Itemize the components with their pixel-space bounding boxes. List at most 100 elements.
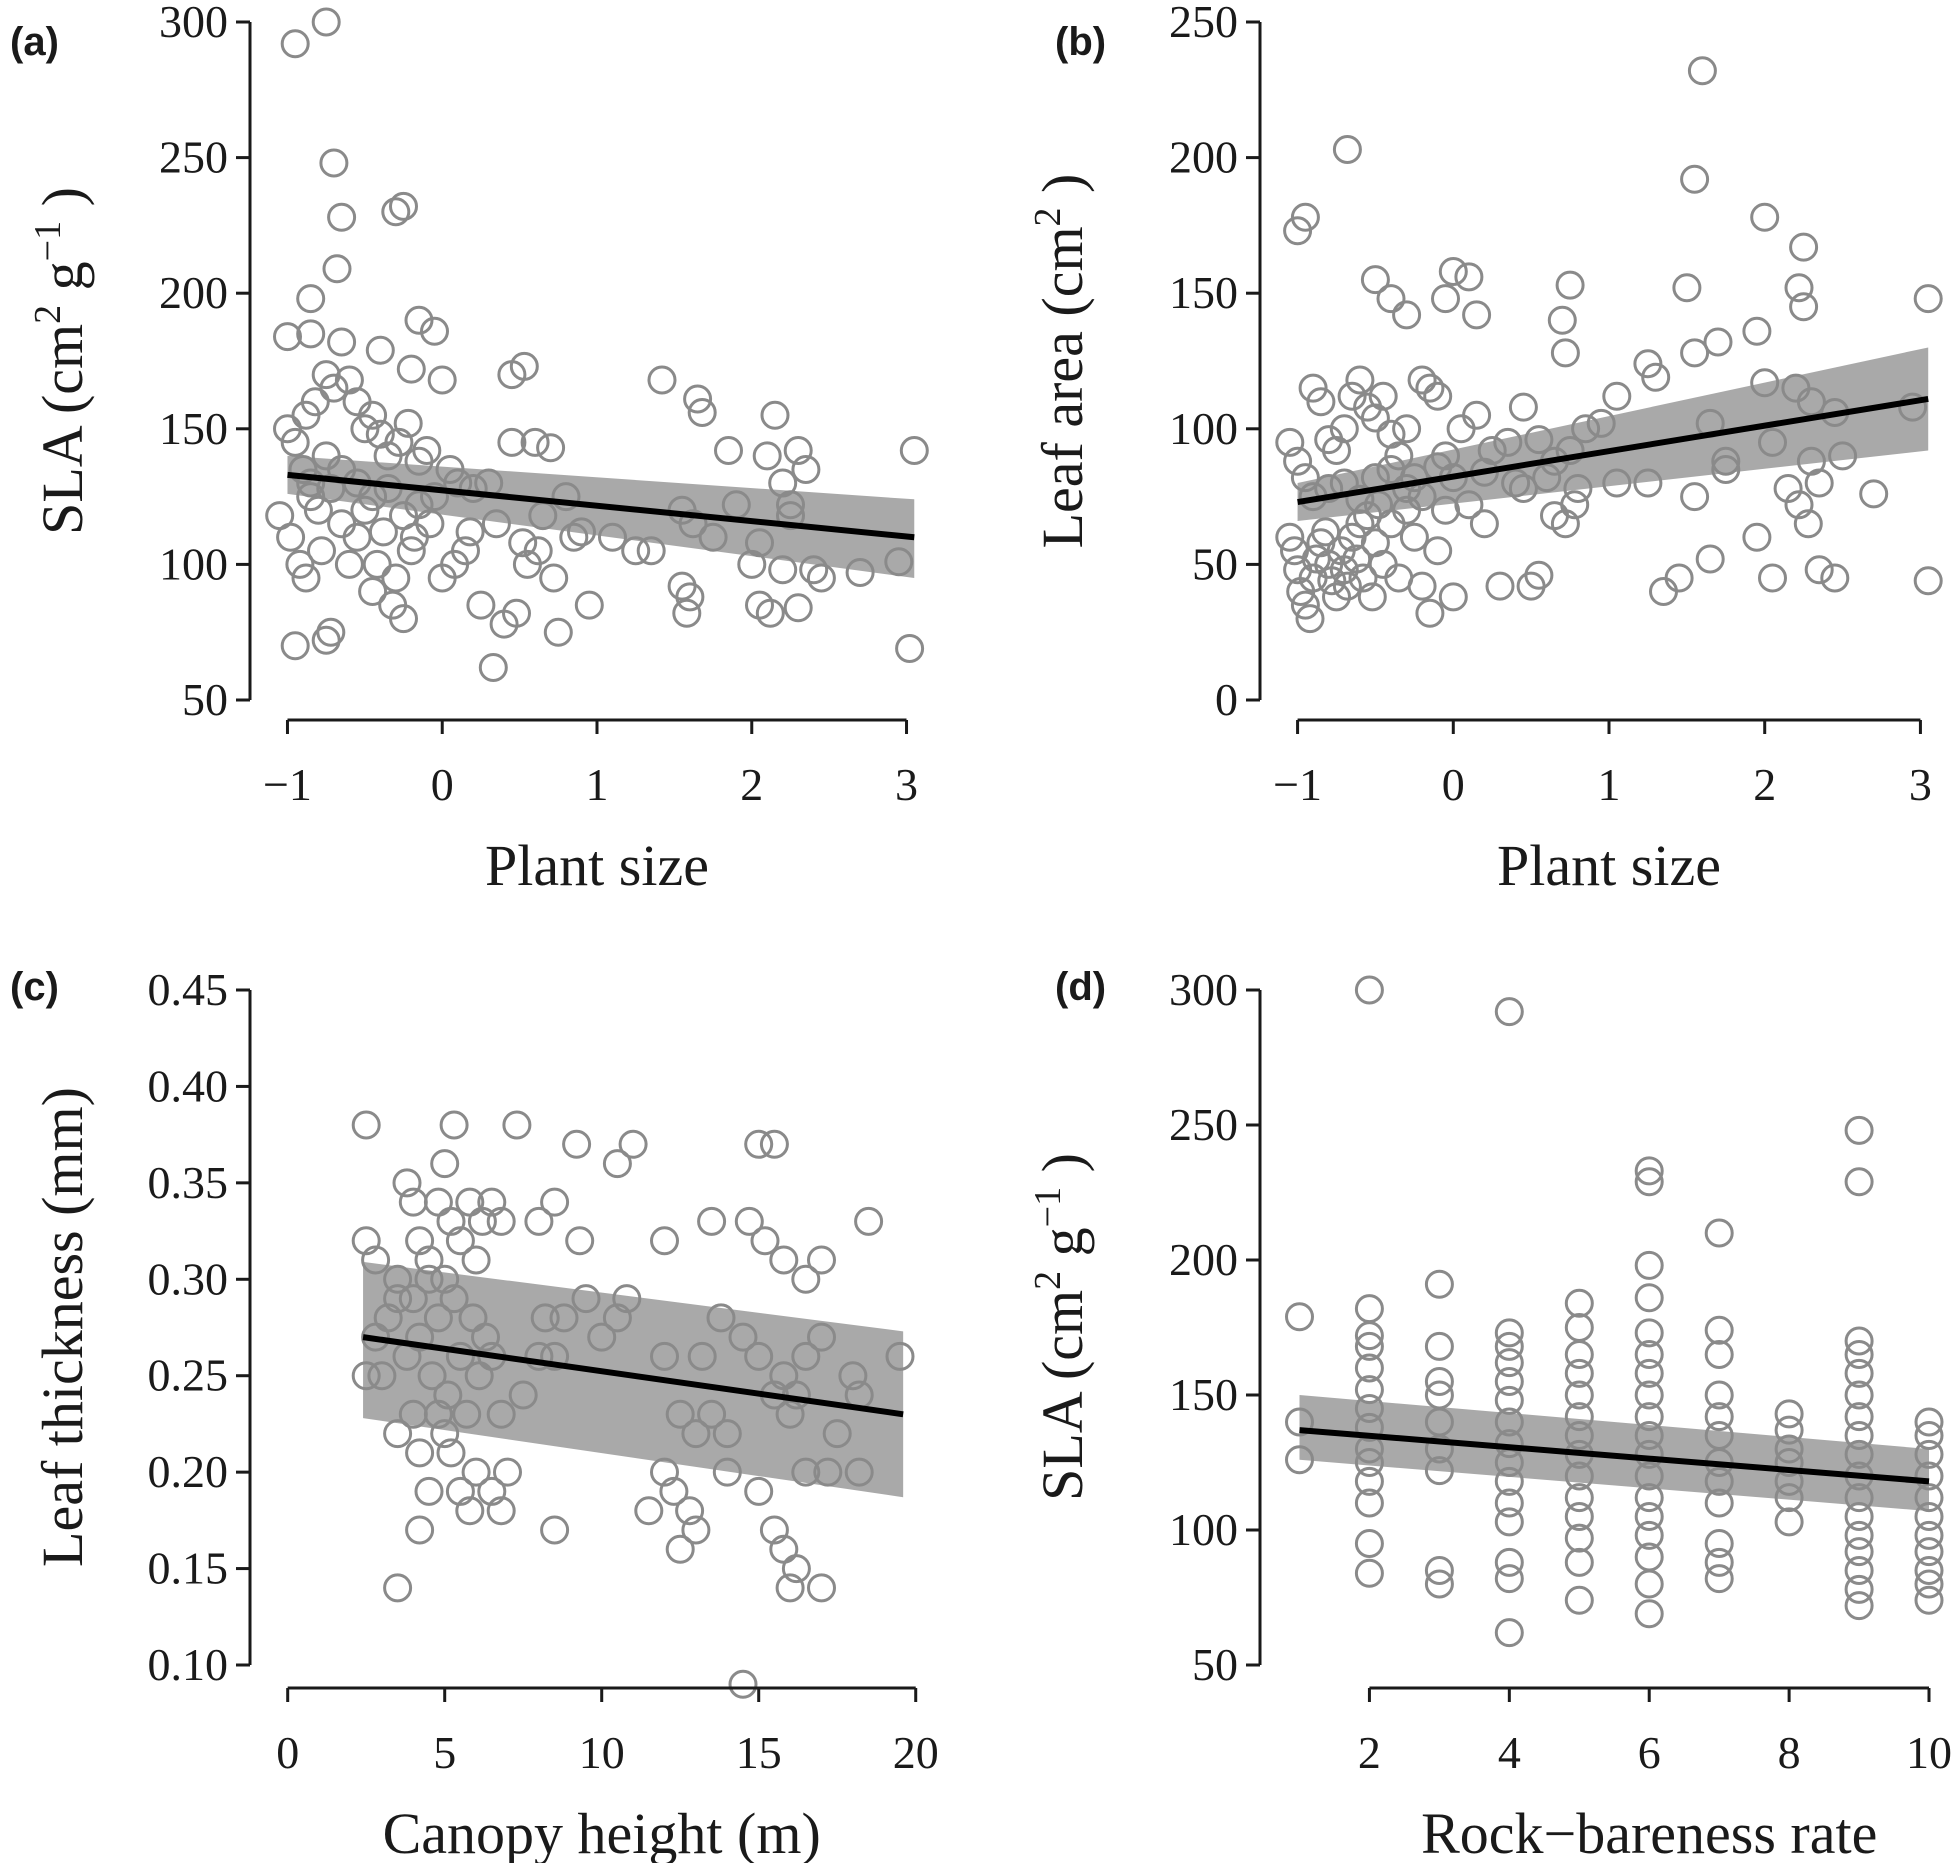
y-tick-label: 50 xyxy=(182,674,228,725)
data-point xyxy=(1564,1421,1594,1450)
data-point xyxy=(1345,484,1375,514)
data-point xyxy=(486,1399,516,1429)
data-point xyxy=(665,1534,695,1564)
data-point xyxy=(365,335,395,365)
data-point xyxy=(392,1168,422,1198)
data-point xyxy=(899,436,929,465)
data-point xyxy=(1820,563,1850,593)
data-point xyxy=(1564,1402,1594,1432)
data-point xyxy=(1275,522,1305,552)
y-tick-label: 50 xyxy=(1192,538,1238,589)
data-point xyxy=(1354,1321,1384,1351)
data-point xyxy=(1844,1537,1874,1567)
data-point xyxy=(687,1341,717,1371)
data-point xyxy=(1774,1507,1804,1537)
data-point xyxy=(885,1341,915,1371)
data-point xyxy=(1285,1302,1314,1332)
data-point xyxy=(1501,468,1531,498)
data-point xyxy=(559,522,589,552)
x-tick-label: 20 xyxy=(893,1727,939,1778)
data-point xyxy=(1555,270,1585,300)
data-point xyxy=(502,1110,532,1140)
data-point xyxy=(1399,522,1429,552)
data-point xyxy=(1586,408,1616,438)
data-point xyxy=(1311,517,1341,547)
data-point xyxy=(508,528,538,558)
data-point xyxy=(1494,1385,1524,1415)
data-point xyxy=(445,1226,475,1256)
data-point xyxy=(358,577,388,606)
data-point xyxy=(650,1341,679,1371)
data-point xyxy=(621,536,651,566)
data-point xyxy=(1354,1353,1384,1383)
y-tick-label: 0.10 xyxy=(148,1639,229,1690)
data-point xyxy=(389,191,418,221)
data-point xyxy=(1423,381,1453,411)
data-point xyxy=(1914,1461,1944,1491)
data-point xyxy=(728,1322,758,1352)
data-point xyxy=(296,284,326,314)
data-point xyxy=(303,495,333,525)
data-point xyxy=(381,197,411,227)
data-point xyxy=(435,455,465,484)
data-point xyxy=(1423,536,1453,566)
data-point xyxy=(497,427,527,457)
data-point xyxy=(1913,284,1943,314)
data-point xyxy=(697,1206,727,1236)
data-point xyxy=(1914,1569,1944,1599)
data-point xyxy=(296,468,326,498)
data-point xyxy=(1914,1502,1944,1531)
data-point xyxy=(1555,436,1585,465)
data-point xyxy=(1680,338,1710,368)
data-point xyxy=(280,631,310,661)
data-point xyxy=(1314,474,1344,503)
data-point xyxy=(367,1361,397,1391)
data-point xyxy=(1711,446,1741,476)
data-point xyxy=(1649,577,1678,606)
data-point xyxy=(854,1206,884,1236)
data-point xyxy=(650,1226,679,1256)
data-point xyxy=(1844,1167,1874,1197)
x-tick-label: 3 xyxy=(1909,759,1932,810)
y-tick-label: 0 xyxy=(1215,674,1238,725)
data-point xyxy=(1342,544,1372,574)
data-point xyxy=(396,354,426,384)
data-point xyxy=(1494,1488,1524,1518)
data-point xyxy=(1789,232,1819,262)
data-point xyxy=(1796,387,1826,417)
data-point xyxy=(775,1573,805,1603)
data-point xyxy=(423,1399,453,1429)
data-point xyxy=(327,327,357,357)
data-point xyxy=(1844,1380,1874,1410)
data-point xyxy=(1704,1488,1734,1518)
data-point xyxy=(1914,1483,1944,1513)
regression-line xyxy=(1297,396,1929,505)
data-point xyxy=(285,549,315,579)
data-point xyxy=(1844,1358,1874,1388)
data-point xyxy=(1524,425,1554,455)
data-point xyxy=(681,1419,711,1449)
y-tick-label: 0.45 xyxy=(148,964,229,1015)
data-point xyxy=(1844,1591,1874,1621)
data-point xyxy=(1354,1294,1384,1324)
data-point xyxy=(1602,468,1632,498)
x-axis-title: Canopy height (m) xyxy=(383,1801,821,1863)
x-axis-title: Plant size xyxy=(485,833,709,898)
data-point xyxy=(755,598,785,628)
data-point xyxy=(327,509,357,539)
data-point xyxy=(728,1669,758,1699)
data-point xyxy=(1634,1283,1664,1313)
data-point xyxy=(520,427,550,457)
data-point xyxy=(373,1303,403,1333)
data-point xyxy=(1571,414,1601,444)
panel-label-c: (c) xyxy=(10,965,59,1009)
data-point xyxy=(383,1419,413,1449)
data-point xyxy=(602,1303,632,1333)
data-point xyxy=(1634,1520,1664,1550)
data-point xyxy=(508,1380,538,1410)
data-point xyxy=(1844,1326,1874,1356)
data-point xyxy=(1898,392,1928,422)
data-point xyxy=(311,7,341,37)
data-point xyxy=(273,322,302,352)
data-point xyxy=(759,1129,789,1159)
